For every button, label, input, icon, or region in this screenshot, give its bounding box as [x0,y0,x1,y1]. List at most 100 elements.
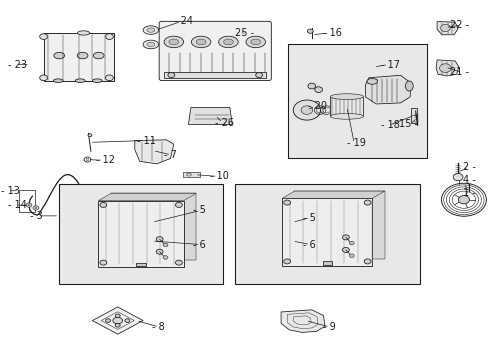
Polygon shape [110,193,196,260]
Ellipse shape [77,31,89,35]
Text: 2 -: 2 - [462,162,475,172]
Bar [19,190,35,212]
Polygon shape [281,310,325,332]
Circle shape [167,73,174,78]
Ellipse shape [162,40,178,49]
Polygon shape [92,307,143,334]
Text: 25 -: 25 - [235,28,254,38]
Circle shape [283,200,290,205]
Text: - 13: - 13 [0,186,20,196]
Circle shape [293,100,320,120]
Text: - 6: - 6 [193,239,205,249]
Ellipse shape [405,81,412,91]
Circle shape [307,29,313,33]
Bar [322,261,331,265]
Ellipse shape [54,52,64,59]
Bar [163,72,266,78]
Text: - 5: - 5 [193,206,206,216]
Ellipse shape [147,42,155,46]
Circle shape [348,241,353,245]
Circle shape [124,319,129,322]
Text: 15 -: 15 - [398,120,417,129]
Ellipse shape [330,113,363,119]
Ellipse shape [147,28,155,32]
Ellipse shape [93,52,104,59]
Circle shape [105,75,113,81]
Circle shape [100,260,106,265]
Ellipse shape [168,39,178,45]
Text: 1 -: 1 - [463,188,475,198]
Text: - 12: - 12 [96,155,115,165]
Circle shape [115,324,120,327]
Text: 4 -: 4 - [463,175,475,185]
Circle shape [163,256,167,259]
Circle shape [314,87,322,93]
Ellipse shape [77,52,88,59]
Circle shape [156,237,163,242]
Text: - 19: - 19 [346,139,365,148]
Circle shape [105,34,113,40]
Polygon shape [435,60,458,76]
Circle shape [28,204,30,206]
Bar [59,184,222,284]
Text: - 17: - 17 [380,59,399,69]
Circle shape [156,249,163,254]
Text: - 10: - 10 [210,171,229,181]
Circle shape [301,106,312,114]
Circle shape [439,64,450,72]
Text: - 23: - 23 [8,59,27,69]
Ellipse shape [143,26,158,35]
Polygon shape [282,191,384,198]
Ellipse shape [166,28,174,32]
Circle shape [452,174,462,181]
Circle shape [348,254,353,257]
Text: - 6: - 6 [303,239,315,249]
Circle shape [163,243,167,247]
Circle shape [175,202,182,207]
Circle shape [364,259,370,264]
Polygon shape [282,198,372,266]
Bar [234,184,419,284]
Polygon shape [436,22,457,35]
Circle shape [40,34,47,40]
Text: - 24: - 24 [173,17,192,27]
Circle shape [26,203,32,207]
Circle shape [342,247,348,252]
Circle shape [457,195,468,204]
Circle shape [342,235,348,240]
Circle shape [175,260,182,265]
Polygon shape [98,201,183,267]
Ellipse shape [186,173,191,176]
Text: - 20: - 20 [307,102,326,112]
Ellipse shape [245,36,265,48]
Circle shape [88,134,92,136]
Ellipse shape [53,79,63,82]
Polygon shape [182,172,199,177]
Ellipse shape [166,42,174,46]
Circle shape [307,83,315,89]
Text: - 8: - 8 [152,322,164,332]
Circle shape [255,73,262,78]
Text: - 3: - 3 [30,211,42,221]
Ellipse shape [92,79,102,82]
Polygon shape [135,140,173,164]
Bar [330,96,363,116]
Ellipse shape [191,36,210,48]
Ellipse shape [223,39,233,45]
Circle shape [35,207,37,209]
Text: - 11: - 11 [137,136,156,145]
Circle shape [115,314,120,318]
Circle shape [440,24,449,32]
Circle shape [441,183,486,216]
Polygon shape [43,33,114,81]
Polygon shape [365,75,409,104]
Text: - 16: - 16 [322,28,341,38]
Bar [288,44,427,158]
Ellipse shape [143,40,158,49]
Circle shape [86,158,89,161]
Ellipse shape [75,79,85,82]
Text: - 7: - 7 [163,150,177,160]
Ellipse shape [113,318,122,324]
Ellipse shape [218,36,238,48]
Bar [410,108,416,123]
